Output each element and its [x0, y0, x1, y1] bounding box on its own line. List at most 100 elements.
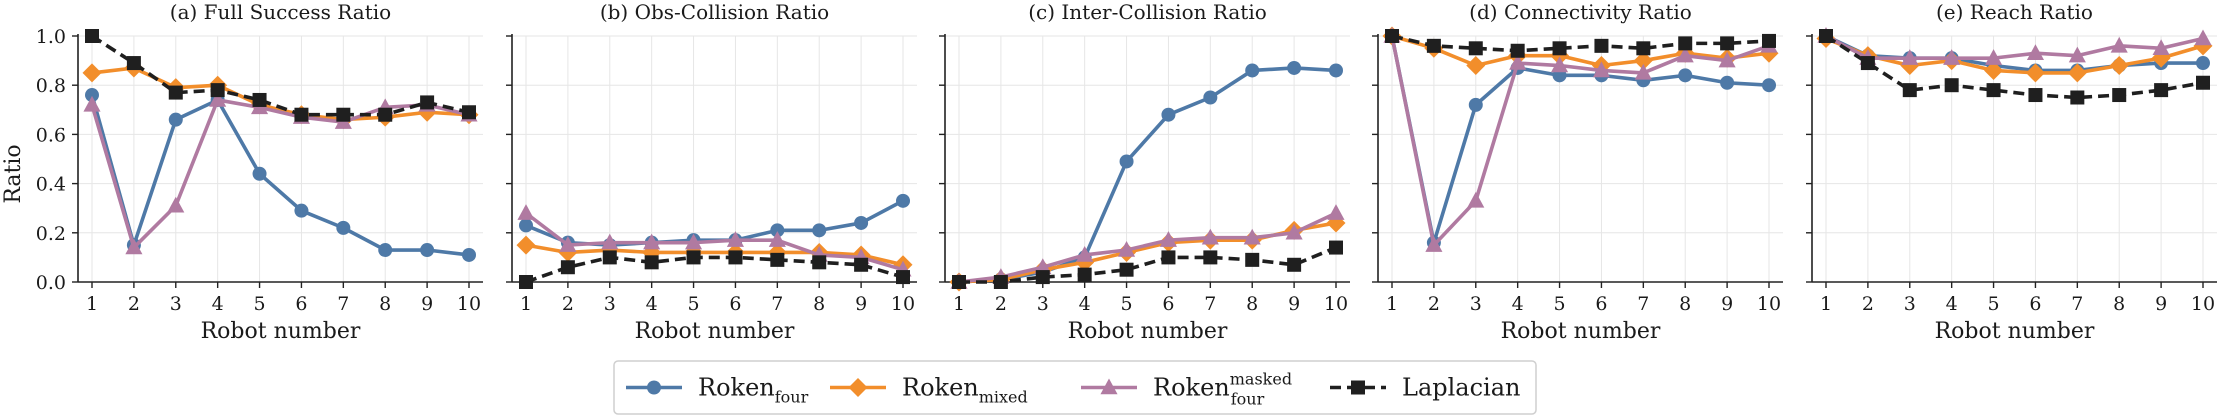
x-tick-label: 2 — [1428, 293, 1440, 315]
data-point — [2028, 88, 2043, 103]
data-point — [2026, 44, 2044, 60]
data-point — [378, 107, 393, 122]
x-axis-label: Robot number — [635, 319, 795, 344]
data-point — [770, 223, 785, 238]
data-point — [1118, 241, 1136, 257]
data-point — [1985, 49, 2003, 65]
data-point — [602, 250, 617, 265]
data-point — [519, 218, 533, 233]
data-point — [643, 233, 661, 250]
data-point — [2068, 46, 2086, 63]
x-tick-label: 4 — [1946, 293, 1958, 315]
legend-swatch-marker — [848, 378, 868, 397]
x-tick-label: 6 — [1595, 293, 1607, 315]
data-point — [2025, 63, 2045, 83]
x-axis-label: Robot number — [201, 319, 361, 344]
data-point — [516, 235, 536, 255]
data-point — [126, 56, 141, 71]
chart-title: (d) Connectivity Ratio — [1469, 0, 1692, 24]
data-point — [1676, 46, 1694, 63]
data-point — [1466, 56, 1486, 76]
legend: Rokenfour Rokenmixed Rokenmasked four Laplac… — [613, 360, 1537, 415]
data-point — [2110, 36, 2128, 53]
data-point — [1552, 41, 1567, 56]
chart-panel-4: 1 2 3 4 5 6 7 8 9 10 (d) Connectivity Ratio Robot n… — [1372, 0, 1783, 344]
data-point — [2070, 90, 2085, 105]
data-point — [728, 250, 743, 265]
x-tick-label: 2 — [995, 293, 1007, 315]
data-point — [462, 105, 476, 120]
x-tick-label: 3 — [1037, 293, 1049, 315]
chart-panel-2: 1 2 3 4 5 6 7 8 9 10 (b) Obs-Collision Ratio Robot … — [506, 0, 917, 344]
x-tick-label: 10 — [2191, 293, 2215, 315]
data-point — [336, 107, 351, 122]
series-4 — [519, 250, 910, 289]
legend-item: Laplacian — [1330, 374, 1520, 402]
data-point — [1944, 78, 1959, 93]
data-point — [2067, 63, 2087, 83]
data-point — [1551, 56, 1569, 73]
data-point — [1245, 252, 1260, 267]
series-line — [1391, 34, 1770, 53]
x-tick-label: 6 — [729, 293, 741, 315]
data-point — [1119, 262, 1134, 277]
data-point — [2109, 56, 2129, 76]
chart-title: (c) Inter-Collision Ratio — [1028, 0, 1267, 24]
data-point — [1718, 51, 1736, 68]
data-point — [1159, 231, 1177, 247]
y-tick-label: 1.0 — [36, 26, 66, 48]
legend-label: Laplacian — [1402, 374, 1520, 402]
x-tick-label: 3 — [170, 293, 182, 315]
data-point — [1425, 236, 1443, 252]
legend-frame — [613, 360, 1537, 415]
data-point — [83, 95, 101, 112]
x-tick-label: 9 — [2155, 293, 2167, 315]
x-tick-label: 4 — [646, 293, 658, 315]
data-point — [1633, 51, 1653, 71]
data-point — [1245, 63, 1260, 78]
series-line — [1825, 34, 2204, 60]
x-tick-label: 4 — [212, 293, 224, 315]
data-point — [82, 63, 102, 83]
legend-item: Rokenfour — [626, 374, 809, 407]
data-point — [560, 260, 575, 275]
data-point — [812, 223, 827, 238]
data-point — [1860, 56, 1875, 71]
data-point — [1634, 63, 1652, 80]
chart-panels: 0.0 0.2 0.4 0.6 0.8 1.0 1 2 3 4 5 6 7 8 9 10 (a) Full Su… — [36, 0, 2217, 344]
x-tick-label: 1 — [520, 293, 532, 315]
x-tick-label: 2 — [128, 293, 140, 315]
data-point — [1203, 90, 1218, 105]
data-point — [993, 275, 1008, 289]
data-point — [1119, 154, 1134, 169]
data-point — [1035, 270, 1050, 285]
legend-swatch-marker — [1351, 380, 1365, 395]
series-line — [958, 66, 1337, 284]
data-point — [2194, 29, 2212, 46]
data-point — [1385, 29, 1399, 43]
series-line — [1390, 35, 1770, 245]
series-line — [959, 245, 1337, 284]
data-point — [1426, 38, 1441, 53]
y-tick-label: 0.0 — [36, 272, 66, 294]
data-point — [854, 257, 869, 272]
legend-label: Rokenfour — [698, 374, 809, 407]
x-tick-label: 8 — [379, 293, 391, 315]
data-point — [85, 88, 99, 103]
series-line — [1825, 34, 2203, 73]
x-tick-label: 5 — [254, 293, 266, 315]
data-point — [2152, 39, 2170, 56]
data-point — [812, 255, 827, 270]
data-point — [1636, 41, 1651, 56]
legend-label: Rokenmasked four — [1153, 370, 1292, 409]
data-point — [209, 90, 227, 107]
legend-swatch-marker — [1100, 378, 1118, 395]
data-point — [1468, 97, 1483, 112]
x-tick-label: 8 — [1246, 293, 1258, 315]
x-tick-label: 7 — [337, 293, 349, 315]
x-tick-label: 7 — [1637, 293, 1649, 315]
data-point — [1720, 36, 1735, 51]
chart-panel-3: 1 2 3 4 5 6 7 8 9 10 (c) Inter-Collision Ratio Robo… — [939, 0, 1350, 344]
data-point — [644, 255, 659, 270]
chart-title: (e) Reach Ratio — [1936, 0, 2093, 24]
